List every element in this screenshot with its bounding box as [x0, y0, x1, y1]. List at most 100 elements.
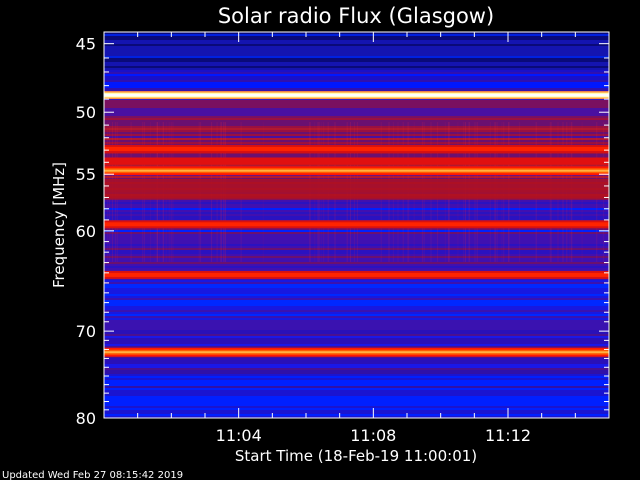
spectrogram-row [104, 302, 609, 304]
spectrogram-row [104, 340, 609, 342]
spectrogram-row [104, 60, 609, 62]
spectrogram-row [104, 290, 609, 292]
plot-frame [103, 31, 610, 419]
spectrogram-row [104, 214, 609, 216]
spectrogram-row [104, 86, 609, 88]
spectrogram-row [104, 252, 609, 254]
spectrogram-row [104, 218, 609, 220]
spectrogram-row [104, 346, 609, 348]
spectrogram-row [104, 324, 609, 326]
spectrogram-row [104, 68, 609, 70]
spectrogram-row [104, 282, 609, 284]
emission-band [104, 93, 609, 97]
spectrogram-row [104, 306, 609, 308]
spectrogram-row [104, 58, 609, 60]
spectrogram-row [104, 280, 609, 282]
spectrogram-row [104, 362, 609, 364]
spectrogram-row [104, 384, 609, 386]
spectrogram-row [104, 326, 609, 328]
spectrogram-row [104, 386, 609, 388]
spectrogram-row [104, 134, 609, 136]
spectrogram-row [104, 244, 609, 246]
chart-title: Solar radio Flux (Glasgow) [218, 4, 494, 28]
spectrogram-row [104, 234, 609, 236]
spectrogram-row [104, 164, 609, 166]
spectrogram-row [104, 260, 609, 262]
spectrogram-row [104, 256, 609, 258]
emission-band [104, 222, 609, 227]
spectrogram-row [104, 230, 609, 232]
spectrogram-row [104, 70, 609, 72]
spectrogram-row [104, 402, 609, 404]
spectrogram-row [104, 102, 609, 104]
spectrogram-row [104, 118, 609, 120]
spectrogram-row [104, 126, 609, 128]
spectrogram-row [104, 140, 609, 142]
spectrogram-row [104, 292, 609, 294]
spectrogram-row [104, 138, 609, 140]
spectrogram-row [104, 368, 609, 370]
y-axis-label: Frequency [MHz] [50, 162, 68, 288]
emission-band [104, 169, 609, 172]
spectrogram-row [104, 62, 609, 64]
spectrogram-row [104, 358, 609, 360]
spectrogram-row [104, 360, 609, 362]
spectrogram-row [104, 378, 609, 380]
spectrogram-row [104, 278, 609, 280]
spectrogram-row [104, 264, 609, 266]
spectrogram-row [104, 240, 609, 242]
spectrogram-row [104, 66, 609, 68]
spectrogram-row [104, 338, 609, 340]
spectrogram-row [104, 208, 609, 210]
spectrogram-row [104, 330, 609, 332]
spectrogram-row [104, 364, 609, 366]
spectrogram-row [104, 128, 609, 130]
spectrogram-row [104, 304, 609, 306]
spectrogram-row [104, 300, 609, 302]
spectrogram-row [104, 130, 609, 132]
spectrogram-row [104, 212, 609, 214]
spectrogram-row [104, 72, 609, 74]
y-tick-label: 70 [76, 322, 96, 341]
spectrogram-row [104, 400, 609, 402]
spectrogram-row [104, 200, 609, 202]
spectrogram-row [104, 394, 609, 396]
y-ticks: 45 50 55 60 70 80 [76, 35, 609, 428]
spectrogram-row [104, 100, 609, 102]
spectrogram-row [104, 236, 609, 238]
spectrogram-row [104, 268, 609, 270]
spectrogram-row [104, 210, 609, 212]
spectrogram-row [104, 396, 609, 398]
spectrogram-row [104, 312, 609, 314]
spectrogram-row [104, 372, 609, 374]
spectrogram-row [104, 112, 609, 114]
spectrogram-row [104, 356, 609, 358]
spectrogram-row [104, 56, 609, 58]
spectrogram-row [104, 246, 609, 248]
spectrogram-row [104, 120, 609, 122]
spectrogram-row [104, 116, 609, 118]
spectrogram-row [104, 40, 609, 42]
spectrogram-row [104, 84, 609, 86]
spectrogram-row [104, 46, 609, 48]
y-tick-label: 50 [76, 103, 96, 122]
spectrogram-row [104, 416, 609, 418]
emission-band [104, 146, 609, 151]
y-tick-label: 60 [76, 222, 96, 241]
spectrogram-row [104, 412, 609, 414]
spectrogram-row [104, 408, 609, 410]
spectrogram-row [104, 404, 609, 406]
emission-band [104, 178, 609, 200]
spectrogram-row [104, 328, 609, 330]
x-tick-label: 11:04 [216, 426, 262, 445]
spectrogram-row [104, 204, 609, 206]
spectrogram-row [104, 294, 609, 296]
x-ticks: 11:04 11:08 11:12 [137, 32, 576, 445]
spectrogram-row [104, 78, 609, 80]
spectrogram-row [104, 110, 609, 112]
spectrogram-row [104, 398, 609, 400]
spectrogram-row [104, 88, 609, 90]
spectrogram-row [104, 414, 609, 416]
spectrogram-row [104, 308, 609, 310]
y-tick-label: 80 [76, 409, 96, 428]
